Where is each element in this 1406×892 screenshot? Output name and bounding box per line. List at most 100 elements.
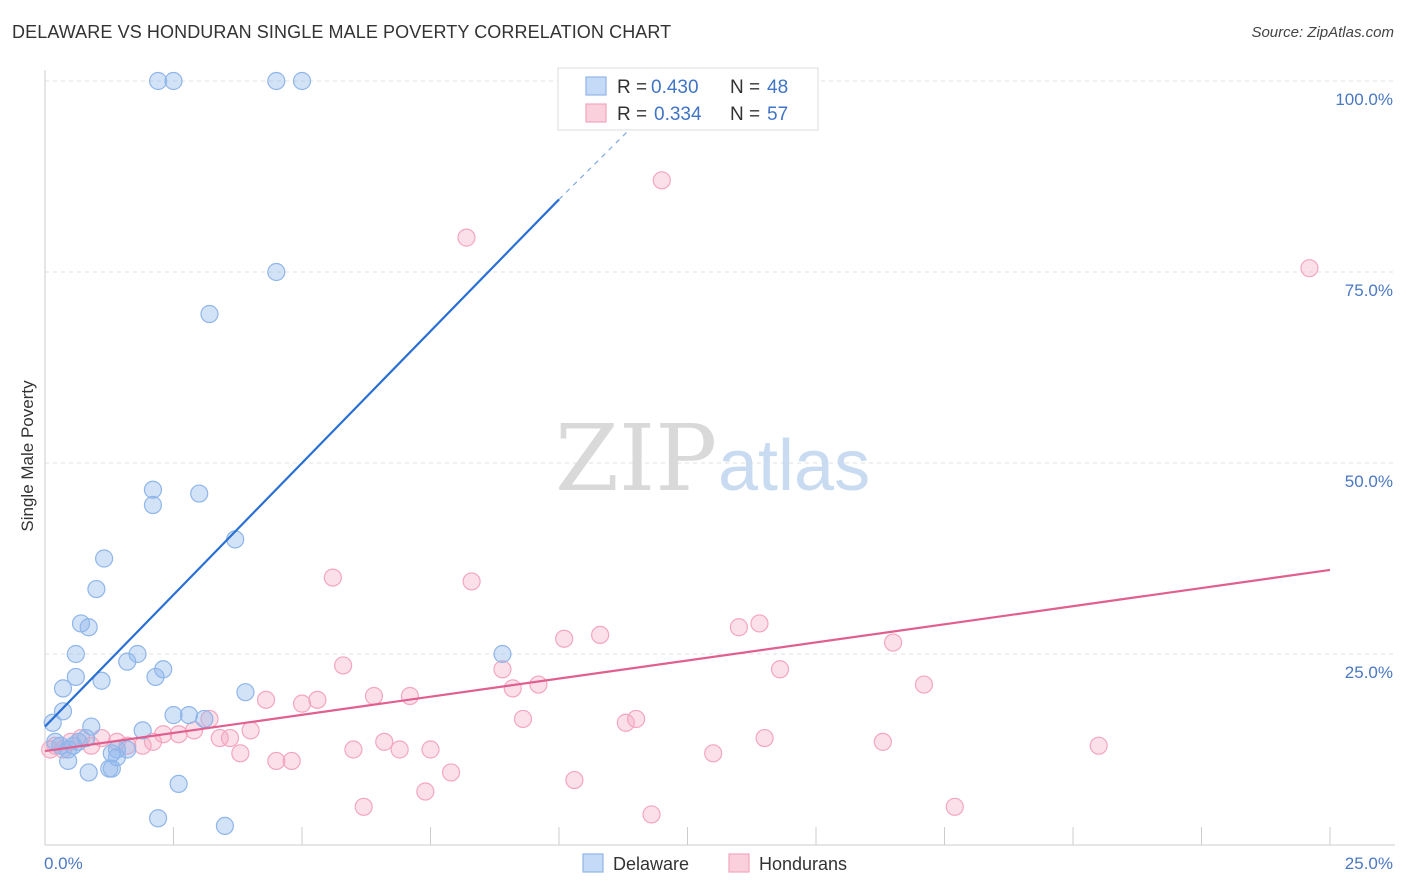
hondurans-point-29 (375, 732, 394, 751)
delaware-point-35 (179, 706, 199, 725)
axes (44, 70, 1395, 846)
source-label: Source: ZipAtlas.com (1251, 24, 1394, 41)
hondurans-point-42 (565, 770, 584, 790)
watermark-atlas: atlas (718, 426, 870, 506)
delaware-point-43 (267, 262, 286, 282)
hondurans-point-45 (626, 709, 646, 729)
hondurans-point-37 (493, 660, 512, 679)
hondurans-point-28 (364, 686, 384, 706)
delaware-point-44 (292, 71, 312, 91)
delaware-point-6 (59, 751, 78, 771)
bottom-legend-hondurans: Hondurans (759, 854, 847, 874)
x-tick-labels: 0.0% 25.0% (44, 854, 1393, 873)
hondurans-point-26 (344, 740, 363, 759)
hondurans-point-44 (616, 713, 635, 732)
delaware-point-42 (267, 71, 286, 91)
delaware-point-3 (53, 679, 73, 698)
hondurans-point-47 (652, 171, 671, 190)
bottom-legend: Delaware Hondurans (582, 853, 847, 874)
hondurans-point-51 (755, 728, 774, 748)
hondurans-point-55 (914, 675, 934, 694)
legend-n-value-delaware: 48 (767, 77, 788, 98)
hondurans-point-8 (118, 736, 137, 755)
delaware-point-26 (143, 480, 163, 499)
delaware-point-36 (190, 484, 209, 503)
hondurans-point-40 (529, 675, 548, 694)
hondurans-point-58 (1300, 259, 1319, 278)
delaware-point-15 (87, 579, 106, 599)
hondurans-point-21 (282, 751, 301, 771)
x-tick-label-1: 25.0% (1345, 854, 1393, 873)
bottom-legend-swatch-delaware (582, 853, 604, 873)
y-tick-label-0: 25.0% (1345, 663, 1393, 682)
hondurans-point-57 (1089, 736, 1108, 755)
hondurans-point-27 (354, 797, 373, 816)
delaware-point-39 (215, 816, 234, 836)
hondurans-point-35 (457, 228, 476, 247)
delaware-point-22 (118, 652, 137, 671)
delaware-point-25 (133, 721, 152, 740)
delaware-points (43, 71, 512, 836)
legend-swatch-hondurans (585, 103, 607, 123)
delaware-point-32 (164, 71, 183, 91)
delaware-point-13 (79, 618, 98, 637)
hondurans-point-20 (267, 751, 286, 771)
delaware-point-0 (43, 713, 62, 732)
hondurans-point-24 (323, 568, 342, 587)
watermark-zip: ZIP (555, 405, 717, 512)
hondurans-point-36 (462, 572, 481, 591)
delaware-point-31 (154, 660, 173, 679)
hondurans-point-48 (704, 744, 723, 763)
bottom-legend-delaware: Delaware (613, 854, 689, 874)
delaware-point-4 (53, 702, 73, 721)
hondurans-point-38 (503, 679, 522, 698)
legend-n-label-hondurans: N = (730, 104, 760, 125)
legend-r-value-hondurans: 0.334 (654, 104, 702, 125)
legend-r-label-hondurans: R = (617, 104, 647, 125)
delaware-point-38 (200, 304, 219, 324)
delaware-point-47 (100, 759, 119, 778)
hondurans-point-39 (513, 709, 533, 729)
hondurans-point-10 (143, 732, 163, 751)
hondurans-point-25 (334, 656, 353, 675)
delaware-point-40 (226, 530, 245, 549)
hondurans-point-15 (210, 728, 229, 748)
delaware-point-30 (148, 71, 168, 91)
hondurans-point-18 (241, 721, 260, 740)
hondurans-trend-line (44, 568, 1331, 753)
y-tick-labels: 25.0% 50.0% 75.0% 100.0% (1335, 90, 1393, 682)
delaware-point-24 (128, 644, 147, 664)
delaware-point-37 (195, 709, 214, 729)
hondurans-point-22 (292, 694, 312, 713)
legend: R = 0.430 N = 48 R = 0.334 N = 57 (557, 67, 819, 131)
chart-title: DELAWARE VS HONDURAN SINGLE MALE POVERTY… (12, 22, 672, 42)
hondurans-point-54 (883, 633, 903, 652)
hondurans-point-43 (591, 625, 610, 645)
hondurans-points (41, 171, 1319, 824)
y-tick-label-1: 50.0% (1345, 472, 1393, 491)
delaware-point-12 (79, 763, 98, 782)
delaware-point-14 (82, 717, 101, 736)
delaware-trend-line (44, 198, 560, 728)
delaware-point-45 (493, 644, 512, 664)
hondurans-point-33 (421, 740, 440, 759)
bottom-legend-swatch-hondurans (728, 853, 750, 873)
x-tick-label-0: 0.0% (44, 854, 83, 873)
delaware-point-23 (118, 740, 137, 759)
hondurans-point-31 (400, 686, 420, 706)
hondurans-point-30 (390, 740, 409, 759)
hondurans-point-56 (945, 797, 964, 816)
legend-n-value-hondurans: 57 (767, 104, 788, 125)
delaware-point-29 (148, 809, 168, 828)
hondurans-point-52 (770, 660, 790, 679)
hondurans-point-17 (231, 744, 250, 763)
hondurans-point-19 (256, 690, 276, 709)
hondurans-point-34 (441, 763, 461, 782)
delaware-point-16 (92, 671, 111, 690)
delaware-point-33 (164, 706, 183, 725)
legend-r-value-delaware: 0.430 (651, 77, 699, 98)
watermark: ZIP atlas (555, 405, 870, 512)
hondurans-point-53 (873, 732, 892, 751)
hondurans-point-46 (642, 805, 661, 824)
